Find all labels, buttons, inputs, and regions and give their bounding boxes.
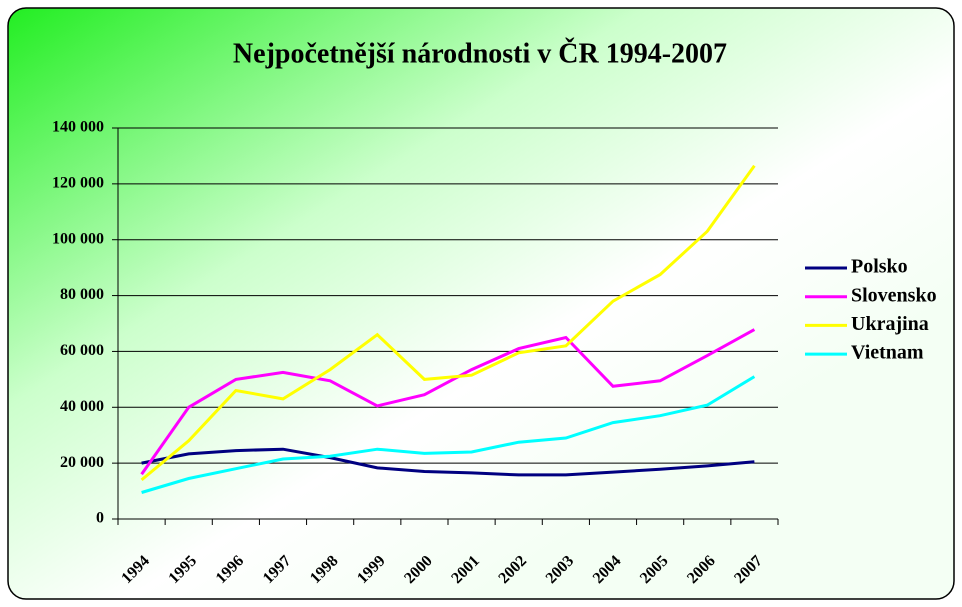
series-line	[141, 447, 755, 477]
y-tick-label: 140 000	[52, 119, 104, 136]
y-tick-label: 20 000	[60, 454, 104, 471]
y-tick-label: 40 000	[60, 398, 104, 415]
y-tick-label: 100 000	[52, 230, 104, 247]
legend-label: Polsko	[851, 256, 908, 278]
series-line	[140, 328, 756, 476]
legend-label: Slovensko	[851, 284, 937, 306]
series-line	[141, 375, 756, 494]
y-tick-label: 60 000	[60, 342, 104, 359]
y-tick-label: 80 000	[60, 286, 104, 303]
legend-label: Vietnam	[851, 342, 924, 364]
chart-title: Nejpočetnější národnosti v ČR 1994-2007	[233, 38, 727, 69]
chart-frame	[7, 7, 955, 600]
y-tick-label: 0	[96, 510, 104, 527]
y-tick-label: 120 000	[52, 175, 104, 192]
series-line	[140, 164, 756, 482]
legend-label: Ukrajina	[851, 313, 929, 335]
